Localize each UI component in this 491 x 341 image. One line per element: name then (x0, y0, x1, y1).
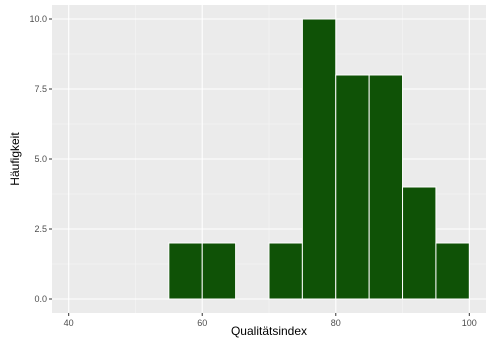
x-tick-label: 40 (64, 318, 74, 328)
x-axis: 40 60 80 100 (64, 313, 477, 328)
histogram-bar (268, 242, 303, 300)
y-axis-title: Häufigkeit (8, 132, 22, 186)
histogram-bar (301, 18, 337, 300)
x-tick-label: 80 (331, 318, 341, 328)
histogram-bar (368, 74, 404, 300)
x-tick-label: 60 (197, 318, 207, 328)
x-tick-label: 100 (462, 318, 477, 328)
y-tick-label: 2.5 (34, 224, 47, 234)
histogram-bar (335, 74, 370, 300)
histogram-bar (168, 242, 203, 300)
y-axis: 0.0 2.5 5.0 7.5 10.0 (29, 14, 52, 304)
y-tick-label: 0.0 (34, 294, 47, 304)
y-tick-label: 5.0 (34, 154, 47, 164)
x-axis-title: Qualitätsindex (231, 324, 307, 338)
y-tick-label: 10.0 (29, 14, 47, 24)
histogram-bar (435, 242, 470, 300)
histogram-bar (402, 186, 437, 300)
y-tick-label: 7.5 (34, 84, 47, 94)
histogram-bars (168, 18, 470, 300)
histogram-bar (201, 242, 237, 300)
